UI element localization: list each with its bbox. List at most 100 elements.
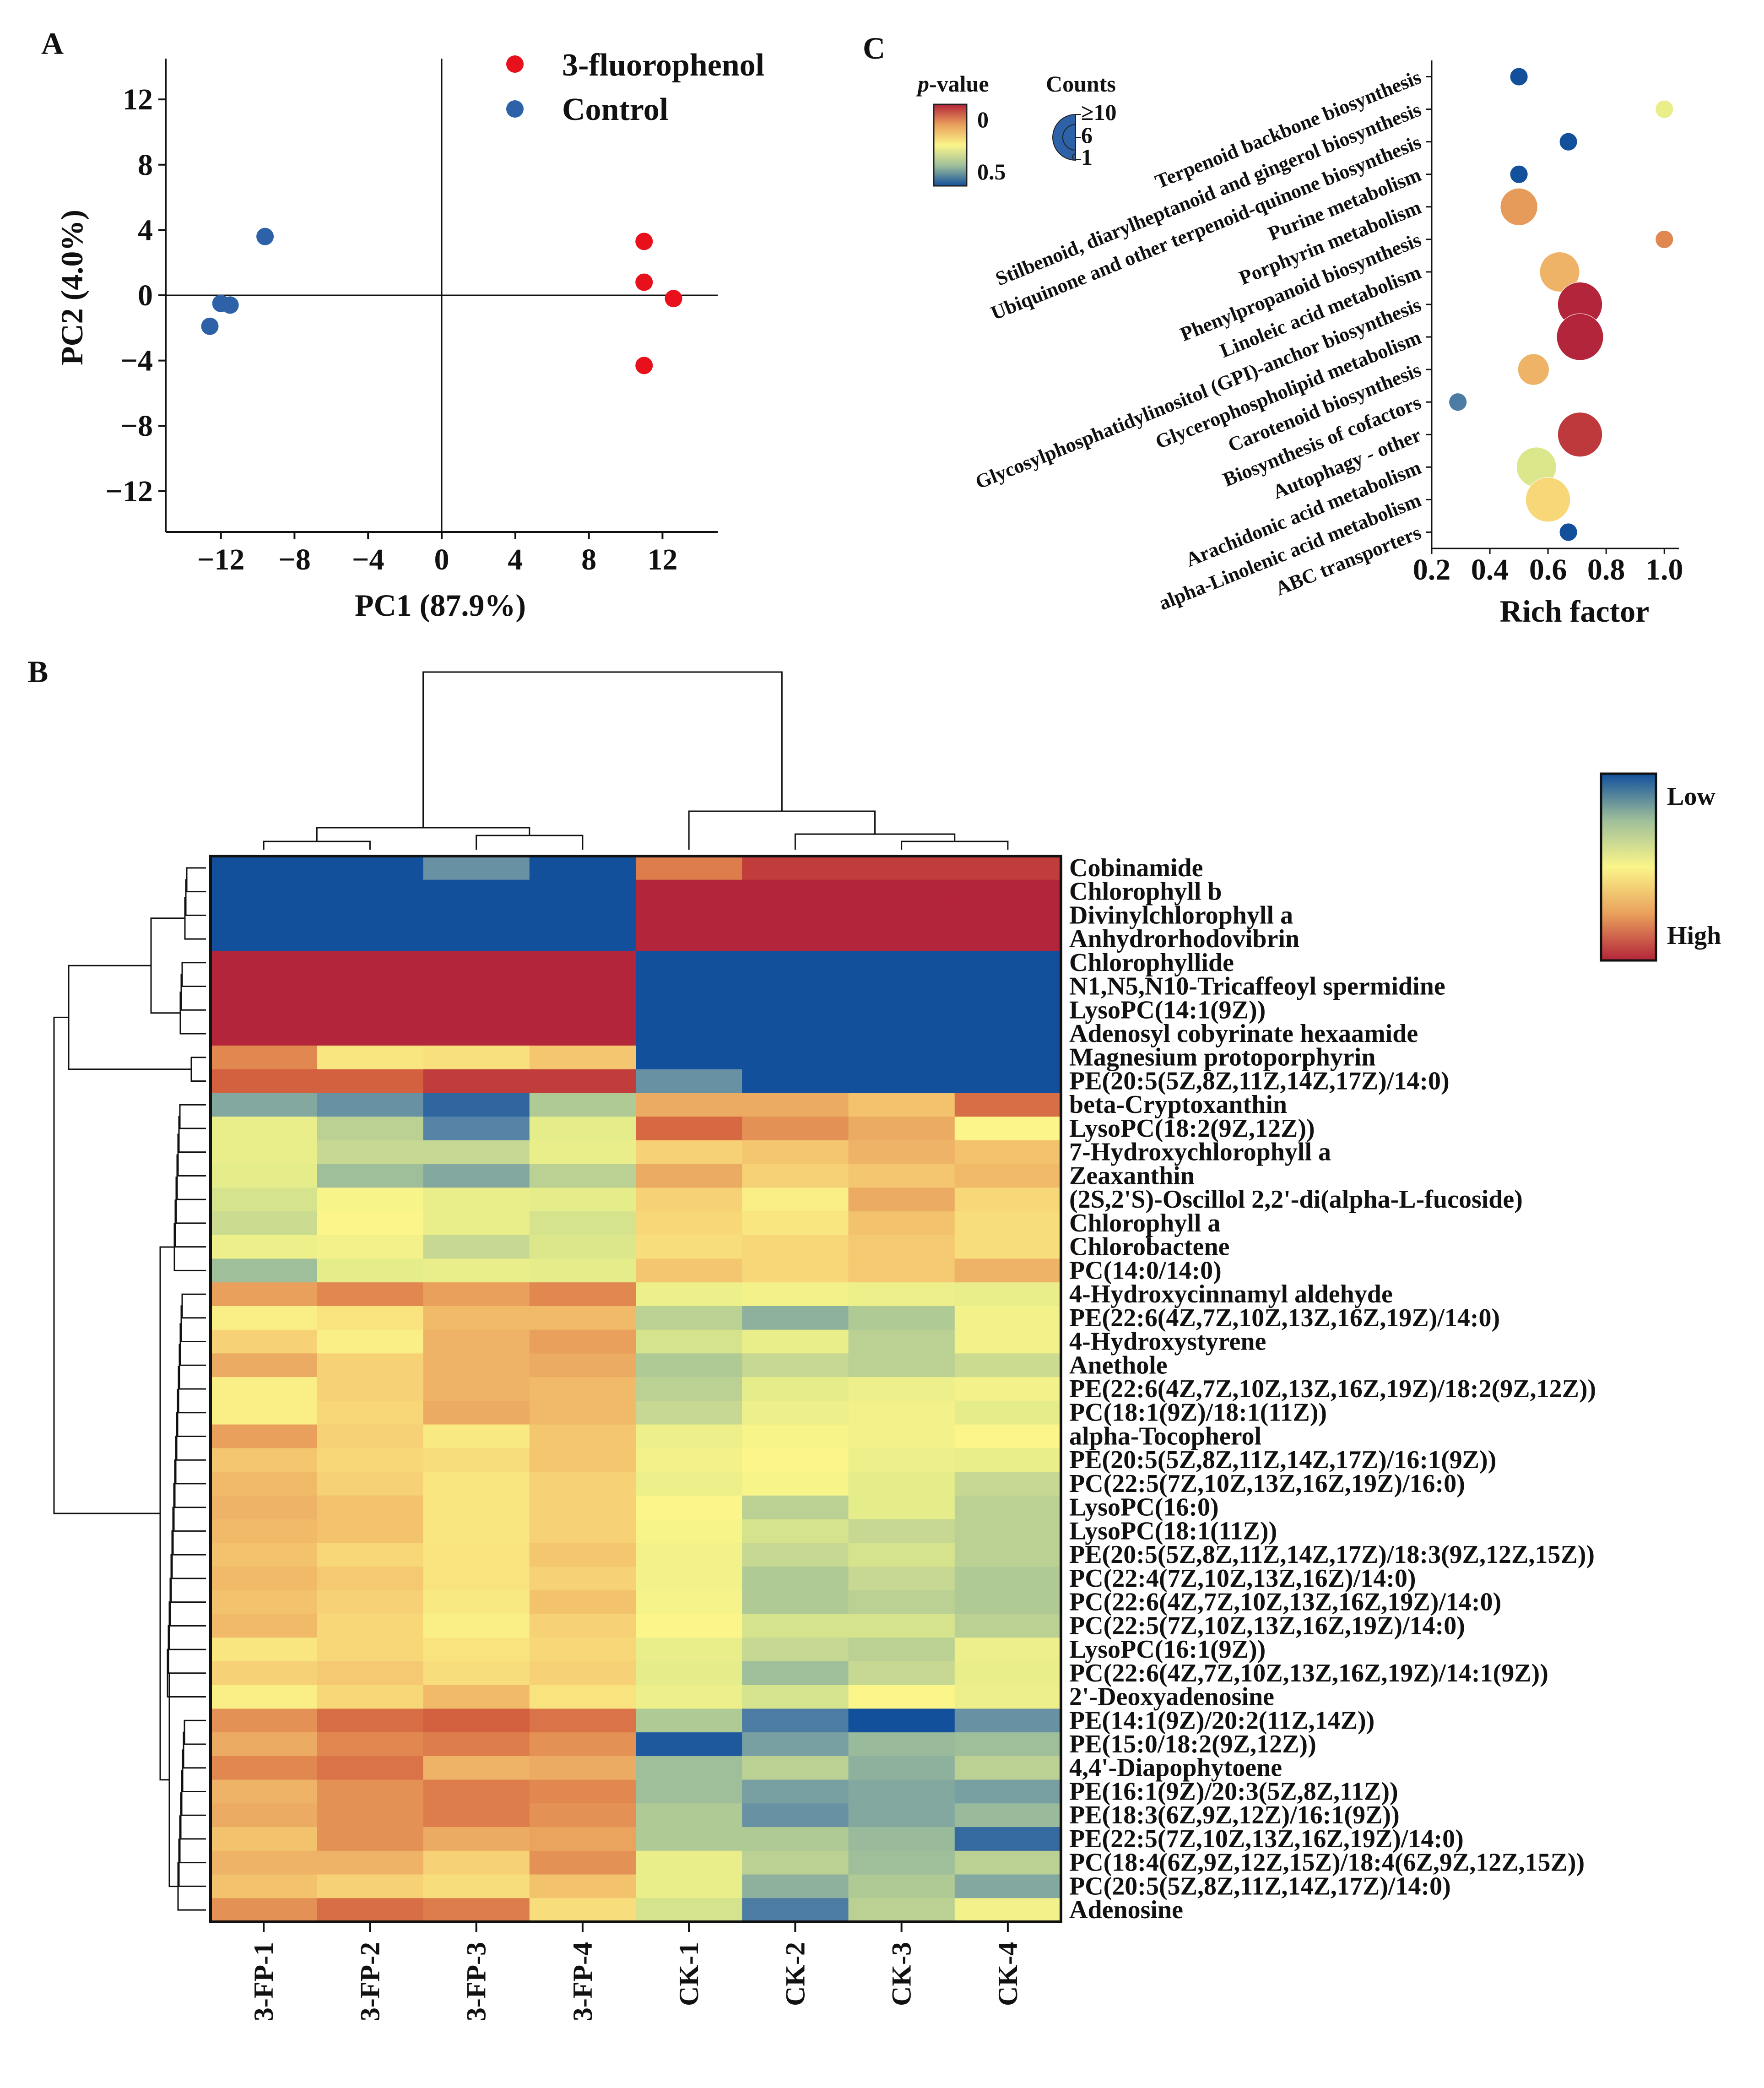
heatmap-cell — [742, 1638, 849, 1662]
heatmap-cell — [742, 1188, 849, 1212]
heatmap-cell — [317, 879, 424, 904]
heatmap-cell — [742, 1874, 849, 1898]
heatmap-cell — [954, 998, 1061, 1022]
heatmap-cell — [529, 1140, 636, 1165]
heatmap-column-label: CK-3 — [887, 1942, 917, 2006]
heatmap-cell — [211, 1282, 317, 1307]
heatmap-cell — [529, 1424, 636, 1448]
heatmap-cell — [848, 998, 955, 1022]
heatmap-cell — [636, 1685, 742, 1709]
enrichment-category-labels: Terpenoid backbone biosynthesisStilbenoi… — [972, 65, 1424, 614]
heatmap-cell — [954, 1779, 1061, 1804]
heatmap-cell — [317, 1045, 424, 1070]
dendrogram-link — [178, 1366, 206, 1414]
legend-label-fluorophenol: 3-fluorophenol — [562, 48, 764, 83]
heatmap-cell — [529, 1211, 636, 1236]
heatmap-cell — [529, 1590, 636, 1615]
pca-panel: A −12 −8 −4 0 4 8 12 12 8 4 0 −4 −8 −12 PC1 (87.9%) P… — [41, 26, 764, 623]
dendrogram-link — [177, 1133, 206, 1177]
heatmap-cell — [423, 1022, 530, 1046]
heatmap-cell — [848, 1211, 955, 1236]
heatmap-cell — [848, 1756, 955, 1780]
heatmap-cell — [742, 1898, 849, 1922]
heatmap-cell — [636, 1211, 742, 1236]
heatmap-cell — [636, 1377, 742, 1401]
heatmap-cell — [423, 1803, 530, 1828]
heatmap-cell — [636, 1329, 742, 1354]
heatmap-cell — [529, 1898, 636, 1922]
heatmap-row-label: PC(20:5(5Z,8Z,11Z,14Z,17Z)/14:0) — [1069, 1872, 1451, 1900]
heatmap-cell — [636, 1188, 742, 1212]
heatmap-cell — [742, 1282, 849, 1307]
heatmap-cell — [848, 1519, 955, 1543]
heatmap-cell — [954, 1519, 1061, 1543]
dendrogram-link — [182, 1749, 206, 1792]
counts-legend-label-large: ≥10 — [1081, 99, 1116, 125]
heatmap-cell — [742, 1779, 849, 1804]
heatmap-cell — [317, 903, 424, 927]
heatmap-cell — [211, 1448, 317, 1472]
heatmap-column-label: 3-FP-1 — [249, 1942, 279, 2021]
heatmap-cell — [742, 856, 849, 880]
heatmap-cell — [636, 1779, 742, 1804]
heatmap-cell — [423, 1117, 530, 1141]
heatmap-cell — [423, 1708, 530, 1733]
heatmap-cell — [636, 1898, 742, 1922]
heatmap-cell — [954, 1472, 1061, 1496]
heatmap-cell — [317, 950, 424, 975]
panel-letter-a: A — [41, 26, 64, 61]
heatmap-cell — [423, 1377, 530, 1401]
heatmap-row-label: Magnesium protoporphyrin — [1069, 1043, 1375, 1072]
enrichment-tick-labels: 0.2 0.4 0.6 0.8 1.0 — [1413, 553, 1683, 586]
heatmap-colorbar-low: Low — [1667, 782, 1715, 811]
heatmap-cell — [211, 1779, 317, 1804]
heatmap-cell — [211, 974, 317, 998]
heatmap-cell — [742, 1803, 849, 1828]
legend-marker-fluorophenol — [506, 55, 524, 73]
heatmap-cell — [211, 1638, 317, 1662]
heatmap-cell — [529, 1827, 636, 1851]
heatmap-cell — [954, 1708, 1061, 1733]
heatmap-row-label: PC(18:1(9Z)/18:1(11Z)) — [1069, 1399, 1327, 1427]
heatmap-cell — [317, 1424, 424, 1448]
heatmap-cell — [848, 1827, 955, 1851]
heatmap-cell — [317, 998, 424, 1022]
enrichment-bubble — [1557, 412, 1603, 457]
heatmap-cell — [211, 1567, 317, 1591]
heatmap-cell — [317, 1638, 424, 1662]
heatmap-cell — [954, 1448, 1061, 1472]
dendrogram-link — [184, 897, 206, 940]
heatmap-cell — [848, 1661, 955, 1686]
heatmap-cell — [848, 1448, 955, 1472]
enrichment-bubble — [1556, 313, 1604, 361]
heatmap-cell — [954, 1306, 1061, 1330]
heatmap-cell — [954, 1661, 1061, 1686]
heatmap-cell — [423, 1211, 530, 1236]
heatmap-cell — [954, 1022, 1061, 1046]
heatmap-row-label: LysoPC(18:1(11Z)) — [1069, 1517, 1277, 1545]
heatmap-cell — [848, 1400, 955, 1425]
heatmap-cell — [317, 974, 424, 998]
heatmap-cell — [954, 1235, 1061, 1259]
heatmap-cell — [954, 1282, 1061, 1307]
heatmap-cell — [848, 1045, 955, 1070]
heatmap-cell — [529, 1069, 636, 1093]
heatmap-cell — [423, 1353, 530, 1378]
heatmap-cell — [742, 1258, 849, 1283]
heatmap-cell — [529, 1117, 636, 1141]
heatmap-cell — [211, 1353, 317, 1378]
heatmap-cell — [317, 1803, 424, 1828]
heatmap-cell — [423, 1069, 530, 1093]
heatmap-cell — [529, 1756, 636, 1780]
enrichment-x-axis-title: Rich factor — [1500, 594, 1650, 629]
heatmap-cell — [742, 1022, 849, 1046]
heatmap-cell — [954, 903, 1061, 927]
heatmap-cell — [423, 1093, 530, 1117]
dendrogram-link — [178, 1116, 206, 1153]
heatmap-cell — [211, 1661, 317, 1686]
heatmap-cell — [848, 1543, 955, 1567]
heatmap-cell — [742, 1117, 849, 1141]
counts-legend-title: Counts — [1046, 71, 1116, 97]
control-point — [221, 296, 239, 314]
